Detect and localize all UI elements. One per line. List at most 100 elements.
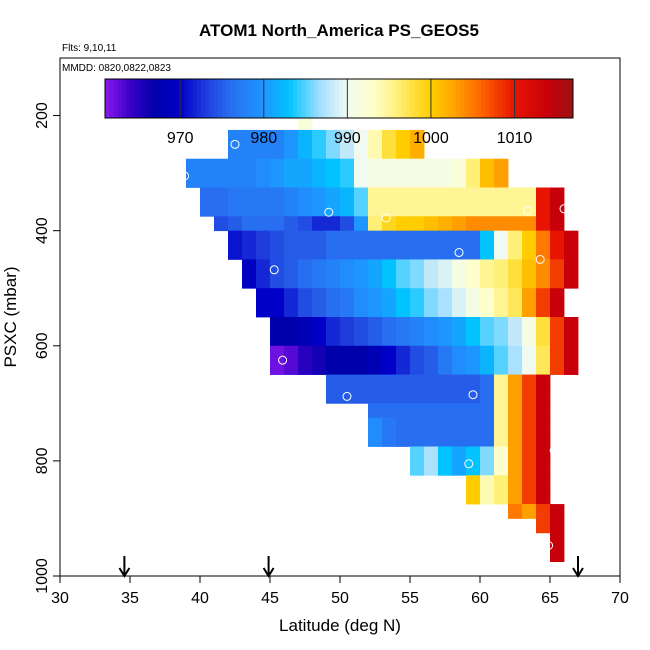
heatmap-cell (466, 417, 481, 433)
heatmap-cell (452, 360, 467, 375)
heatmap-cell (564, 230, 579, 246)
heatmap-cell (536, 331, 551, 347)
heatmap-cell (326, 173, 341, 188)
sample-circle (269, 265, 279, 275)
heatmap-cell (438, 331, 453, 347)
heatmap-cell (410, 345, 425, 361)
heatmap-cell (284, 201, 299, 217)
heatmap-cell (480, 201, 495, 217)
heatmap-cell (480, 388, 495, 404)
heatmap-cell (480, 417, 495, 433)
heatmap-cell (312, 302, 327, 318)
heatmap-cell (214, 201, 229, 217)
heatmap-cell (522, 489, 537, 505)
heatmap-cell (410, 230, 425, 246)
heatmap-cell (480, 403, 495, 419)
heatmap-cell (438, 446, 453, 462)
colorbar-segment (522, 79, 528, 118)
heatmap-cell (522, 403, 537, 419)
heatmap-cell (508, 259, 523, 275)
heatmap-cell (494, 273, 509, 289)
heatmap-cell (480, 432, 495, 447)
heatmap-cell (396, 173, 411, 188)
heatmap-cell (550, 245, 565, 260)
heatmap-cell (522, 245, 537, 260)
colorbar-segment (255, 79, 261, 118)
heatmap-cell (256, 201, 271, 217)
heatmap-cell (242, 129, 257, 145)
heatmap-cell (214, 158, 229, 174)
heatmap-cell (480, 216, 495, 232)
sample-circle (381, 213, 391, 223)
heatmap-cell (494, 345, 509, 361)
colorbar-segment (414, 79, 419, 118)
heatmap-cell (396, 317, 411, 332)
heatmap-cell (480, 245, 495, 260)
heatmap-cell (284, 129, 299, 145)
heatmap-cell (326, 273, 341, 289)
heatmap-cell (494, 489, 509, 505)
colorbar-segment (230, 79, 236, 118)
y-tick-label: 200 (34, 102, 51, 129)
colorbar-segment (347, 79, 353, 118)
colorbar-segment (564, 79, 570, 118)
heatmap-cell (312, 360, 327, 375)
heatmap-cell (410, 360, 425, 375)
colorbar-segment (313, 79, 319, 118)
heatmap-cell (340, 317, 355, 332)
heatmap-cell (284, 144, 299, 160)
heatmap-cell (508, 302, 523, 318)
heatmap-cell (382, 388, 397, 404)
colorbar-segment (384, 79, 390, 118)
colorbar-segment (343, 79, 348, 118)
heatmap-cell (480, 259, 495, 275)
colorbar-tick-label: 980 (250, 130, 277, 147)
heatmap-cell (452, 403, 467, 419)
heatmap-cell (382, 432, 397, 447)
heatmap-cell (480, 317, 495, 332)
heatmap-cell (480, 173, 495, 188)
heatmap-cell (410, 432, 425, 447)
heatmap-cell (508, 388, 523, 404)
heatmap-cell (508, 245, 523, 260)
heatmap-cell (396, 144, 411, 160)
heatmap-cell (480, 345, 495, 361)
colorbar-segment (401, 79, 407, 118)
colorbar-tick-label: 970 (167, 130, 194, 147)
heatmap-cell (410, 259, 425, 275)
colorbar-segment (476, 79, 482, 118)
colorbar-segment (543, 79, 549, 118)
heatmap-cell (452, 201, 467, 217)
heatmap-cell (382, 331, 397, 347)
heatmap-cell (228, 144, 243, 160)
heatmap-cell (368, 201, 383, 217)
heatmap-cell (494, 460, 509, 476)
heatmap-cell (494, 245, 509, 260)
heatmap-cell (466, 187, 481, 203)
heatmap-cell (368, 158, 383, 174)
heatmap-cell (480, 360, 495, 375)
heatmap-cell (480, 302, 495, 318)
heatmap-cell (242, 201, 257, 217)
heatmap-cell (186, 173, 201, 188)
heatmap-cell (228, 158, 243, 174)
heatmap-cell (256, 245, 271, 260)
heatmap-cell (494, 446, 509, 462)
heatmap-cell (270, 201, 285, 217)
heatmap-cell (536, 432, 551, 447)
heatmap-cell (228, 201, 243, 217)
heatmap-cell (508, 446, 523, 462)
heatmap-cell (368, 403, 383, 419)
heatmap-cell (410, 317, 425, 332)
heatmap-cell (312, 144, 327, 160)
heatmap-cell (326, 144, 341, 160)
colorbar-segment (510, 79, 515, 118)
heatmap-cell (340, 129, 355, 145)
heatmap-cell (452, 302, 467, 318)
heatmap-cell (466, 374, 481, 390)
colorbar-segment (389, 79, 394, 118)
heatmap-cell (354, 187, 369, 203)
heatmap-cell (396, 403, 411, 419)
heatmap-cell (536, 403, 551, 419)
colorbar-segment (105, 79, 110, 118)
